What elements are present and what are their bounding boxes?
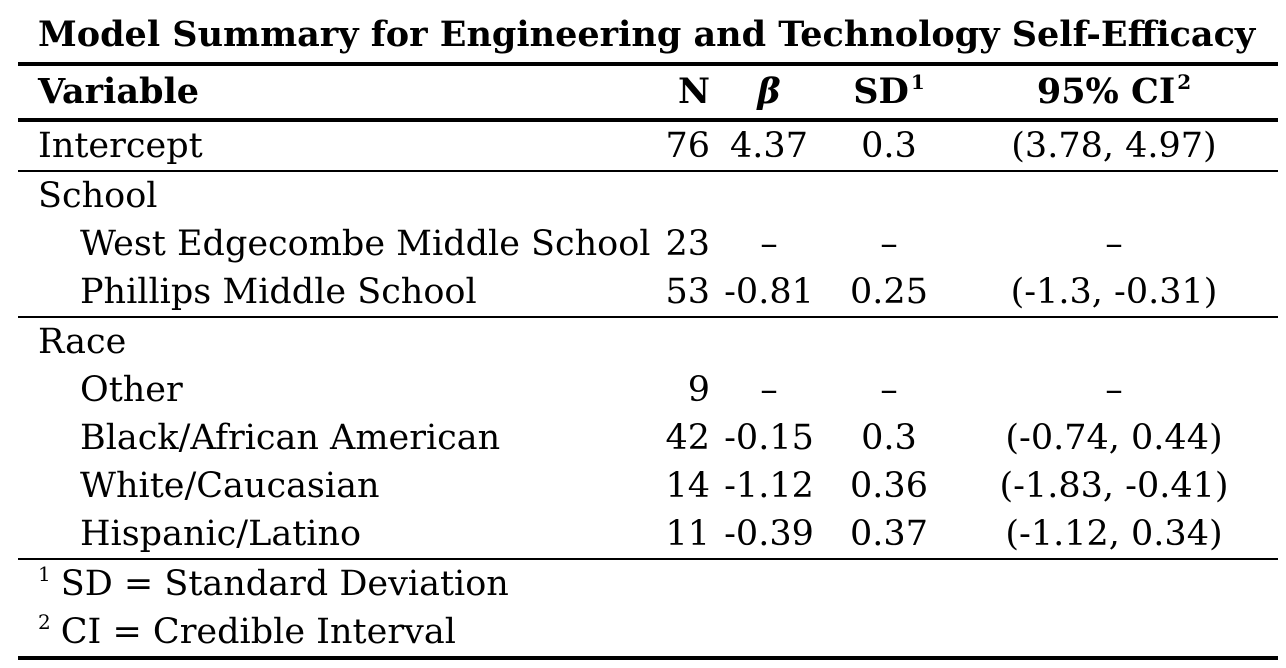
header-sd-footnote-mark: 1 [910,70,925,94]
header-ci: 95% CI 2 [950,64,1278,122]
footnote-cell: 2 CI = Credible Interval [18,608,1278,658]
cell-ci: (-1.12, 0.34) [1005,514,1223,554]
header-ci-footnote-mark: 2 [1177,70,1192,94]
header-variable: Variable [18,64,658,122]
table-row-school-group: School [18,171,1278,220]
footnote-text: SD = Standard Deviation [60,564,509,604]
table-row: White/Caucasian 14 -1.12 0.36 (-1.83, -0… [18,462,1278,510]
cell-n: 23 [665,224,710,264]
cell-ci: – [1105,370,1123,410]
footnote-ci: 2 CI = Credible Interval [18,608,1278,658]
group-label: Race [38,322,127,362]
group-label: School [38,176,158,216]
cell-beta: – [760,370,778,410]
row-label: Phillips Middle School [80,272,477,312]
row-label: Other [80,370,183,410]
table-row: Other 9 – – – [18,366,1278,414]
cell-n: 11 [665,514,710,554]
cell-n: 14 [665,466,710,506]
header-row: Variable N β SD 1 95% CI 2 [18,64,1278,122]
cell-beta: -0.39 [724,514,814,554]
cell-beta: 4.37 [730,126,808,166]
cell-ci: (-1.3, -0.31) [1010,272,1218,312]
cell-ci: (-1.83, -0.41) [999,466,1229,506]
cell-sd: 0.3 [861,418,917,458]
footnote-mark: 1 [38,562,51,586]
header-n: N [658,64,710,122]
footnote-cell: 1 SD = Standard Deviation [18,559,1278,608]
header-beta-label: β [757,71,781,112]
table-title: Model Summary for Engineering and Techno… [38,14,1256,55]
cell-beta: -0.81 [724,272,814,312]
cell-ci: (-0.74, 0.44) [1005,418,1223,458]
footnote-mark: 2 [38,610,51,634]
cell-beta: – [760,224,778,264]
cell-n: 76 [665,126,710,166]
cell-sd: 0.37 [850,514,928,554]
cell-ci: – [1105,224,1123,264]
cell-sd: 0.3 [861,126,917,166]
cell-sd: – [880,224,898,264]
model-summary-table: Variable N β SD 1 95% CI 2 Intercept 76 4.… [18,62,1278,660]
cell-beta: -0.15 [724,418,814,458]
cell-sd: – [880,370,898,410]
row-label: White/Caucasian [80,466,380,506]
cell-beta: -1.12 [724,466,814,506]
cell-n: 53 [665,272,710,312]
table-row-intercept: Intercept 76 4.37 0.3 (3.78, 4.97) [18,120,1278,171]
header-sd-label: SD [853,71,909,112]
cell-n: 42 [665,418,710,458]
footnote-text: CI = Credible Interval [60,612,456,652]
header-ci-label: 95% CI [1036,71,1176,112]
model-summary-table-container: Model Summary for Engineering and Techno… [18,0,1278,660]
cell-n: 9 [687,370,710,410]
row-label: Hispanic/Latino [80,514,362,554]
footnote-sd: 1 SD = Standard Deviation [18,559,1278,608]
table-row: Black/African American 42 -0.15 0.3 (-0.… [18,414,1278,462]
row-label: West Edgecombe Middle School [80,224,651,264]
header-sd: SD 1 [828,64,950,122]
row-label: Intercept [38,126,203,166]
cell-ci: (3.78, 4.97) [1011,126,1217,166]
table-row: Hispanic/Latino 11 -0.39 0.37 (-1.12, 0.… [18,510,1278,559]
row-label: Black/African American [80,418,501,458]
table-row-race-group: Race [18,317,1278,366]
header-beta: β [710,64,828,122]
table-row: Phillips Middle School 53 -0.81 0.25 (-1… [18,268,1278,317]
table-row: West Edgecombe Middle School 23 – – – [18,220,1278,268]
cell-sd: 0.25 [850,272,928,312]
cell-sd: 0.36 [850,466,928,506]
